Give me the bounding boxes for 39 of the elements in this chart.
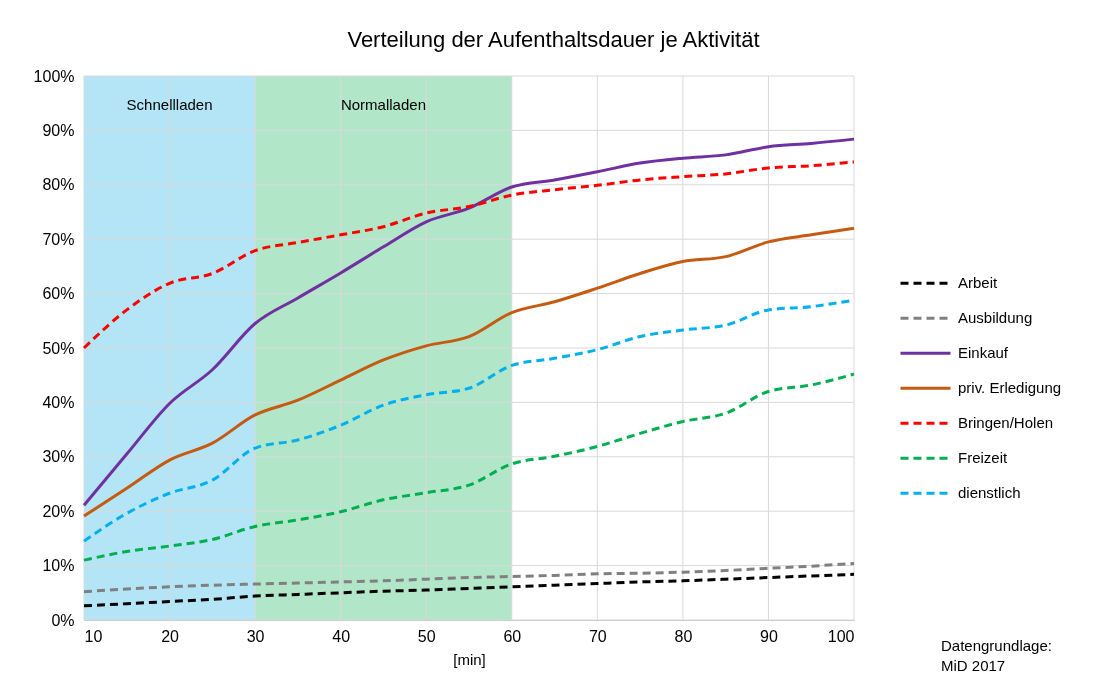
y-tick-label: 30% [42, 448, 75, 466]
x-tick-label: 80 [674, 627, 693, 645]
x-tick-label: 90 [760, 627, 778, 645]
band-label: Schnellladen [126, 96, 213, 113]
y-tick-label: 0% [51, 611, 75, 629]
text: Datengrundlage: MiD 2017 [941, 637, 1052, 674]
line-series [82, 226, 856, 518]
y-tick-label: 10% [42, 557, 75, 575]
legend-label: Ausbildung [958, 309, 1033, 327]
y-tick-label: 100% [33, 67, 75, 85]
y-tick-label: 80% [42, 176, 75, 194]
x-tick-label: 10 [84, 627, 103, 645]
y-tick-label: 50% [42, 339, 75, 357]
line-series [82, 137, 856, 507]
x-tick-label: 100 [827, 627, 855, 645]
line-series [82, 572, 856, 608]
y-tick-label: 60% [42, 285, 75, 303]
x-tick-label: 30 [246, 627, 265, 645]
chart-title: Verteilung der Aufenthaltsdauer je Aktivität [347, 27, 760, 52]
legend-label: Einkauf [958, 344, 1009, 362]
x-tick-label: 70 [588, 627, 607, 645]
legend-label: Arbeit [958, 274, 999, 292]
y-tick-label: 70% [42, 230, 75, 248]
x-tick-label: 50 [417, 627, 436, 645]
x-tick-label: 60 [503, 627, 522, 645]
legend-label: Bringen/Holen [958, 414, 1054, 432]
y-tick-label: 40% [42, 393, 75, 411]
x-tick-label: 40 [332, 627, 351, 645]
line-series [82, 561, 856, 594]
x-tick-label: 20 [161, 627, 180, 645]
legend-label: dienstlich [958, 484, 1021, 502]
y-tick-label: 20% [42, 502, 75, 520]
y-tick-label: 90% [42, 121, 75, 139]
line-series [82, 160, 856, 350]
band-label: Normalladen [340, 96, 426, 113]
legend-label: priv. Erledigung [958, 379, 1062, 397]
legend-label: Freizeit [958, 449, 1009, 467]
x-axis-title: [min] [453, 650, 486, 668]
line-series [82, 372, 856, 562]
